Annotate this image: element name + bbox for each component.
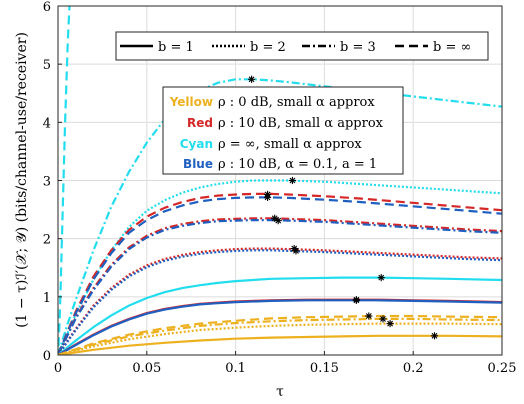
x-tick-label: 0.05 (132, 361, 161, 376)
series-line-12 (58, 314, 502, 355)
legend-text-yellow: ρ : 0 dB, small α approx (218, 95, 375, 110)
y-tick-label: 0 (43, 349, 51, 364)
series-line-0 (58, 6, 71, 347)
color-legend-box (162, 86, 404, 175)
legend-text-red: ρ : 10 dB, small α approx (218, 116, 384, 131)
series-line-7 (58, 247, 502, 355)
legend-text-cyan: ρ = ∞, small α approx (218, 137, 362, 152)
legend-label-binf: b = ∞ (433, 40, 471, 55)
asterisk-marker-7 (292, 247, 300, 255)
series-line-15 (58, 334, 502, 355)
series-line-13 (58, 317, 502, 355)
x-tick-label: 0.1 (225, 361, 246, 376)
y-tick-label: 5 (43, 58, 51, 73)
asterisk-marker-11 (365, 312, 373, 320)
asterisk-marker-14 (430, 332, 439, 340)
style-legend: b = 1 b = 2 b = 3 b = ∞ (115, 31, 489, 61)
legend-label-b1: b = 1 (158, 40, 194, 55)
y-tick-label: 4 (43, 116, 51, 131)
x-tick-label: 0.25 (488, 361, 517, 376)
legend-color-blue: Blue (183, 157, 213, 171)
asterisk-marker-13 (386, 319, 394, 328)
asterisk-marker-1 (288, 176, 297, 185)
series-line-11 (58, 299, 502, 355)
series-line-8 (58, 249, 502, 355)
legend-color-cyan: Cyan (180, 137, 213, 151)
marker-layer (247, 75, 439, 340)
x-tick-label: 0 (54, 361, 62, 376)
asterisk-marker-12 (379, 315, 387, 323)
series-line-14 (58, 322, 502, 355)
series-line-6 (58, 219, 502, 355)
asterisk-marker-0 (247, 75, 256, 83)
legend-color-red: Red (187, 116, 213, 130)
series-line-4 (58, 196, 502, 355)
legend-text-blue: ρ : 10 dB, α = 0.1, a = 1 (218, 157, 377, 172)
x-tick-label: 0.15 (310, 361, 339, 376)
axis-ticks: 0 0.05 0.1 0.15 0.2 0.25 0 1 2 3 4 5 6 (43, 0, 517, 376)
asterisk-marker-8 (377, 274, 385, 282)
asterisk-marker-10 (352, 296, 360, 304)
x-axis-label: τ (276, 384, 284, 400)
legend-color-yellow: Yellow (169, 95, 213, 109)
series-line-3 (58, 192, 502, 355)
y-tick-label: 1 (43, 291, 51, 306)
series-line-2 (58, 179, 502, 355)
y-axis-label: (1 − τ)ℐ′(𝒳; 𝒴) (bits/channel-use/receiv… (14, 32, 30, 328)
x-tick-label: 0.2 (403, 361, 424, 376)
series-line-5 (58, 217, 502, 355)
legend-label-b2: b = 2 (250, 40, 286, 55)
asterisk-marker-3 (263, 193, 272, 201)
color-legend: Yellow ρ : 0 dB, small α approx Red ρ : … (162, 86, 404, 175)
y-tick-label: 2 (43, 233, 51, 248)
y-tick-label: 3 (43, 175, 51, 190)
legend-label-b3: b = 3 (340, 40, 376, 55)
asterisk-marker-5 (274, 217, 282, 225)
y-tick-label: 6 (43, 0, 51, 15)
